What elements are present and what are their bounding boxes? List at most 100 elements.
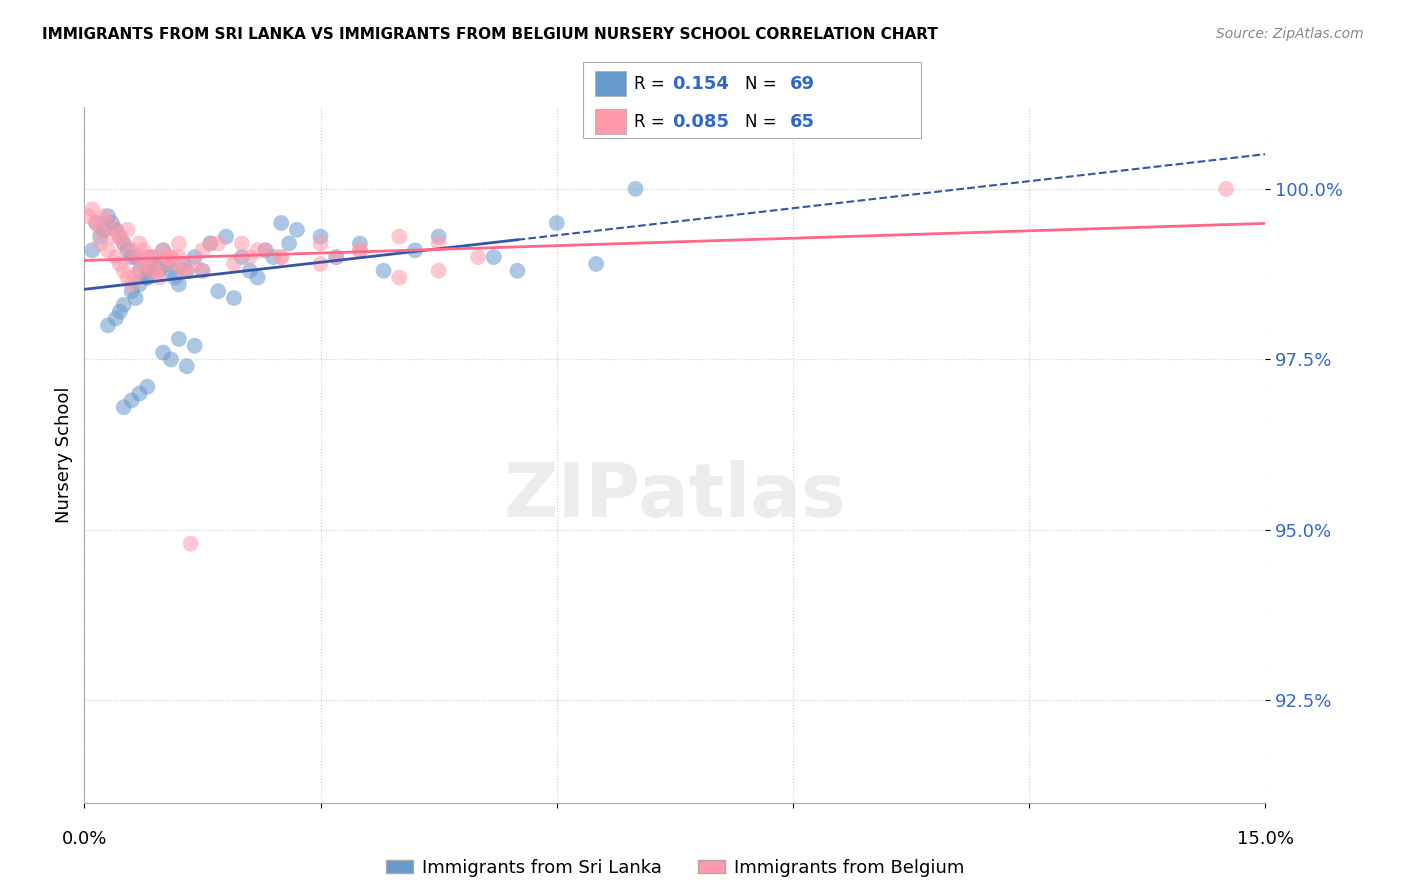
Point [136,380,159,394]
Point [148,264,170,278]
Point [89,236,111,251]
Text: 0.085: 0.085 [672,112,730,130]
Point [108,257,131,271]
Point [141,264,163,278]
Point [349,244,371,258]
Point [156,250,179,264]
Point [132,257,155,271]
Point [124,270,146,285]
Text: 65: 65 [790,112,815,130]
Point [128,236,150,251]
Point [160,250,183,264]
Point [585,257,607,271]
Point [112,264,135,278]
Point [141,250,163,264]
Point [215,229,238,244]
Point [104,223,127,237]
Point [141,264,163,278]
Text: 15.0%: 15.0% [1237,830,1294,847]
Point [124,250,146,264]
Point [176,264,198,278]
Point [101,216,124,230]
Point [427,236,450,251]
Point [482,250,505,264]
Point [176,359,198,374]
Point [191,264,214,278]
Point [222,291,245,305]
Point [89,229,111,244]
Text: Source: ZipAtlas.com: Source: ZipAtlas.com [1216,27,1364,41]
Point [506,264,529,278]
Point [231,236,253,251]
Point [309,236,332,251]
Point [349,236,371,251]
Point [112,400,135,414]
Point [121,244,143,258]
Point [254,244,277,258]
Point [172,257,194,271]
Point [388,270,411,285]
Point [239,264,262,278]
Point [136,250,159,264]
Point [278,236,301,251]
Point [108,229,131,244]
Point [183,257,205,271]
Text: ZIPatlas: ZIPatlas [503,460,846,533]
Point [246,244,269,258]
Point [172,264,194,278]
Point [160,264,183,278]
Point [84,216,107,230]
Point [136,270,159,285]
Point [132,244,155,258]
Point [200,236,222,251]
Point [156,257,179,271]
Point [136,270,159,285]
Point [143,264,166,278]
Point [207,236,229,251]
Point [84,216,107,230]
Point [128,277,150,292]
Point [124,250,146,264]
Point [163,270,186,285]
Point [117,270,139,285]
Point [101,229,124,244]
Point [270,216,292,230]
Point [128,386,150,401]
Point [200,236,222,251]
Point [112,236,135,251]
Point [97,209,120,223]
Point [309,257,332,271]
Point [117,244,139,258]
Point [349,244,371,258]
Point [77,209,100,223]
Point [97,318,120,333]
Point [121,393,143,408]
Legend: Immigrants from Sri Lanka, Immigrants from Belgium: Immigrants from Sri Lanka, Immigrants fr… [378,852,972,884]
Point [152,257,174,271]
Point [239,250,262,264]
Point [254,244,277,258]
Point [404,244,426,258]
Point [136,250,159,264]
Point [180,536,202,550]
Point [104,250,127,264]
Point [427,264,450,278]
Point [97,244,120,258]
Point [191,264,214,278]
Point [128,264,150,278]
Point [143,257,166,271]
Point [373,264,395,278]
Point [427,229,450,244]
Text: 69: 69 [790,75,815,93]
Point [108,304,131,318]
Point [207,284,229,298]
Point [104,311,127,326]
Point [143,250,166,264]
Point [93,223,115,237]
Point [82,244,104,258]
Point [108,229,131,244]
Point [152,244,174,258]
Point [97,216,120,230]
Point [121,277,143,292]
Text: R =: R = [634,75,671,93]
